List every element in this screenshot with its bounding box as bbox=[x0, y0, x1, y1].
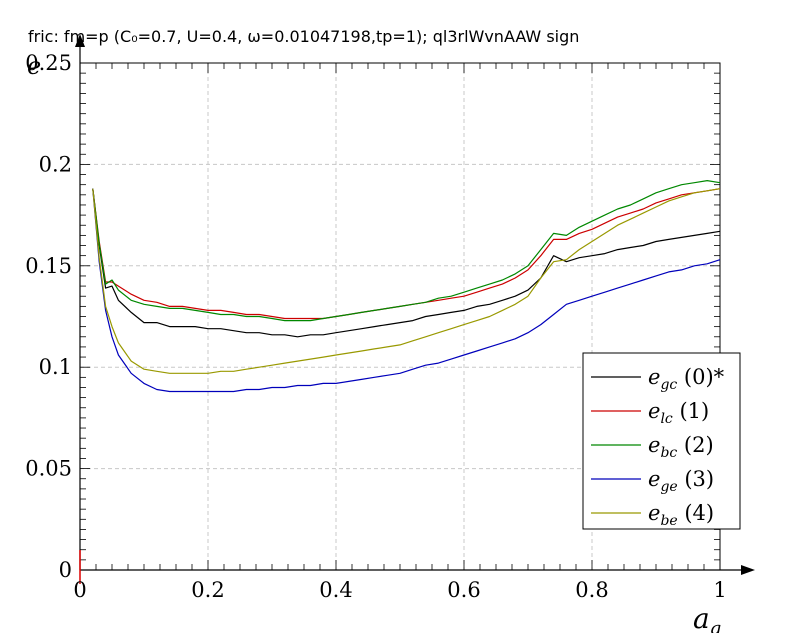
legend-label-gc: egc (0)* bbox=[648, 365, 725, 393]
series-line-lc bbox=[92, 188, 721, 320]
y-tick-label: 0.05 bbox=[25, 457, 72, 481]
y-axis-label: e bbox=[27, 52, 41, 80]
x-tick-label: 0.4 bbox=[319, 578, 352, 602]
y-tick-label: 0 bbox=[59, 558, 72, 582]
legend-label-bc: ebc (2) bbox=[648, 433, 714, 461]
series-line-bc bbox=[92, 180, 721, 322]
y-axis-arrow-icon bbox=[75, 34, 85, 47]
legend-label-lc: elc (1) bbox=[648, 399, 709, 427]
y-tick-label: 0.15 bbox=[25, 254, 72, 278]
series-line-ge bbox=[92, 188, 721, 393]
y-tick-label: 0.25 bbox=[25, 51, 72, 75]
legend-box bbox=[582, 352, 741, 530]
x-tick-label: 1 bbox=[713, 578, 726, 602]
y-tick-label: 0.1 bbox=[39, 355, 72, 379]
minor-ticks bbox=[79, 62, 721, 571]
x-axis-label: ag bbox=[693, 602, 721, 633]
x-tick-label: 0.6 bbox=[447, 578, 480, 602]
x-tick-label: 0.2 bbox=[191, 578, 224, 602]
series-layer bbox=[92, 180, 721, 393]
chart-title: fric: fm=p (C₀=0.7, U=0.4, ω=0.01047198,… bbox=[28, 27, 579, 46]
legend-label-ge: ege (3) bbox=[648, 467, 714, 495]
x-tick-labels: 0 0.2 0.4 0.6 0.8 1 bbox=[73, 578, 726, 602]
legend: egc (0)* elc (1) ebc (2) ege (3) ebe (4) bbox=[582, 352, 741, 530]
y-tick-label: 0.2 bbox=[39, 152, 72, 176]
x-axis-arrow-icon bbox=[741, 565, 755, 575]
series-line-gc bbox=[92, 188, 721, 338]
legend-label-be: ebe (4) bbox=[648, 501, 714, 529]
series-line-be bbox=[92, 188, 721, 374]
x-tick-label: 0.8 bbox=[575, 578, 608, 602]
x-tick-label: 0 bbox=[73, 578, 86, 602]
y-tick-labels: 0 0.05 0.1 0.15 0.2 0.25 bbox=[25, 51, 72, 582]
